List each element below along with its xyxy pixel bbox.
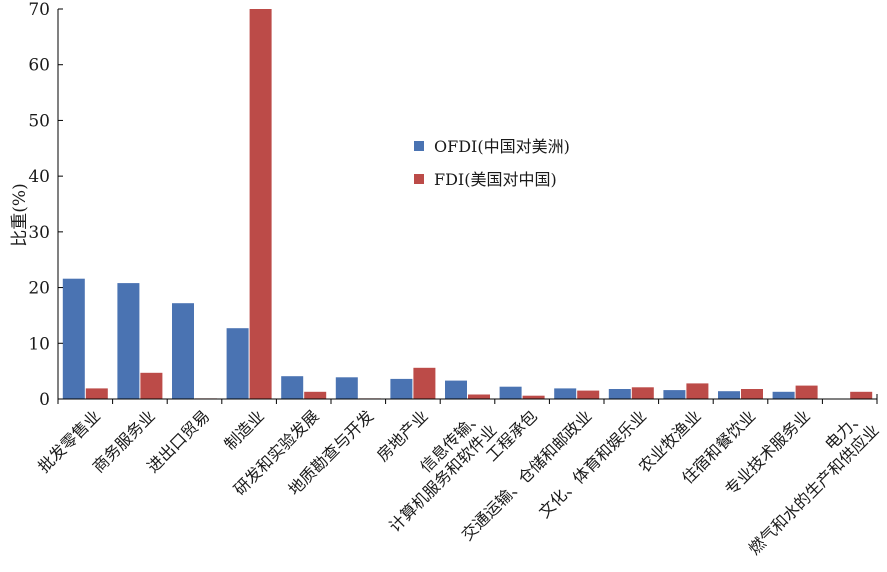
x-category-label-14: 电力、燃气和水的生产和供应业 — [731, 406, 883, 558]
y-tick-label-30: 30 — [28, 223, 50, 243]
bar-ofdi-13 — [772, 391, 795, 399]
bar-ofdi-7 — [445, 380, 467, 399]
y-tick-label-40: 40 — [28, 167, 50, 187]
bar-ofdi-4 — [281, 376, 304, 399]
x-category-label-3: 制造业 — [221, 406, 268, 453]
y-tick-label-20: 20 — [28, 279, 50, 299]
bar-fdi-8 — [522, 395, 545, 399]
bar-fdi-4 — [304, 391, 327, 399]
bar-ofdi-3 — [226, 328, 249, 399]
y-tick-label-10: 10 — [28, 334, 50, 354]
y-tick-label-0: 0 — [39, 390, 50, 410]
axes-layer: 0 10 20 30 40 50 60 70 比重(%) — [10, 0, 878, 410]
y-tick-label-50: 50 — [28, 111, 50, 131]
y-axis-title: 比重(%) — [10, 183, 30, 246]
bar-ofdi-8 — [499, 386, 522, 399]
bar-fdi-3 — [249, 9, 272, 399]
bar-ofdi-9 — [554, 388, 577, 399]
bar-ofdi-10 — [608, 389, 631, 399]
legend-swatch-ofdi — [414, 141, 424, 151]
bar-fdi-7 — [468, 394, 490, 399]
bar-fdi-1 — [140, 372, 163, 399]
bar-ofdi-2 — [172, 303, 194, 399]
bar-fdi-9 — [577, 390, 600, 399]
bar-fdi-0 — [85, 388, 108, 399]
bar-ofdi-6 — [390, 378, 413, 399]
legend: OFDI(中国对美洲) FDI(美国对中国) — [414, 137, 570, 189]
bar-fdi-10 — [631, 387, 654, 399]
bar-fdi-11 — [686, 383, 709, 399]
bar-ofdi-5 — [335, 377, 358, 399]
legend-label-ofdi: OFDI(中国对美洲) — [434, 137, 570, 156]
bar-fdi-13 — [795, 385, 818, 399]
bar-ofdi-0 — [62, 278, 85, 399]
bars-layer — [62, 9, 873, 399]
legend-swatch-fdi — [414, 174, 424, 184]
bar-ofdi-1 — [117, 283, 140, 399]
y-tick-label-70: 70 — [28, 0, 50, 20]
x-category-label-10: 文化、体育和娱乐业 — [535, 406, 650, 521]
bar-ofdi-11 — [663, 390, 686, 399]
bar-ofdi-12 — [718, 391, 740, 399]
legend-label-fdi: FDI(美国对中国) — [434, 170, 557, 189]
y-tick-label-60: 60 — [28, 56, 50, 76]
bar-fdi-6 — [413, 367, 436, 399]
bar-fdi-12 — [741, 389, 763, 399]
bar-fdi-14 — [850, 391, 873, 399]
